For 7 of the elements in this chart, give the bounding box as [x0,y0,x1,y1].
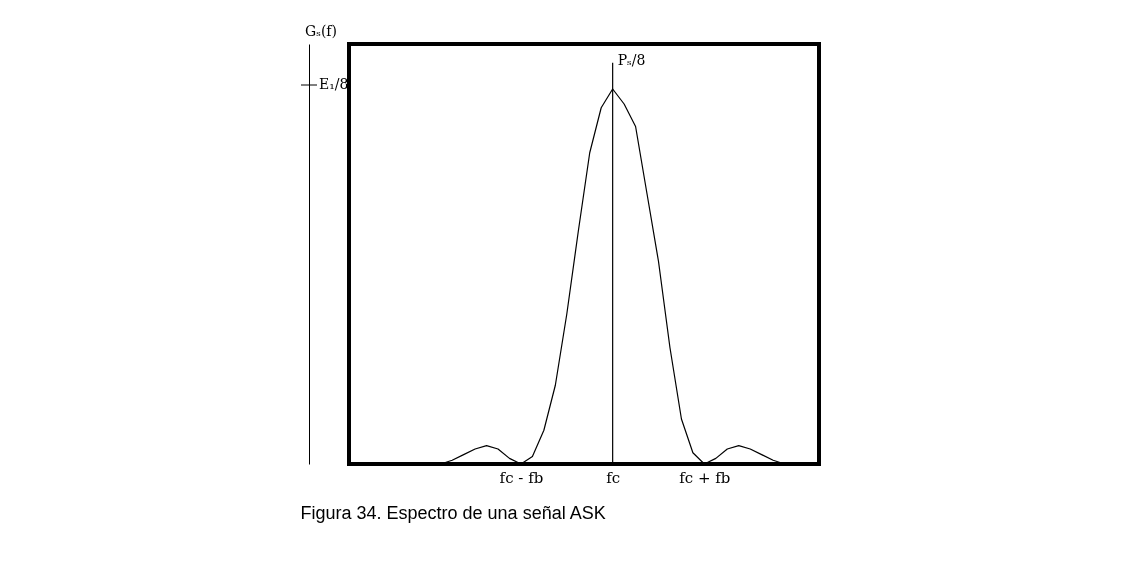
x-tick-label: fc - fb [499,468,544,487]
x-tick-label: fc [606,468,621,487]
text: Figura 34. Espectro de una señal ASK [300,503,606,523]
text: E₁/8 [319,76,349,92]
x-tick-label: fc + fb [679,468,731,487]
text: Gₛ(f) [305,23,338,39]
ref-line-label: Pₛ/8 [617,51,646,68]
